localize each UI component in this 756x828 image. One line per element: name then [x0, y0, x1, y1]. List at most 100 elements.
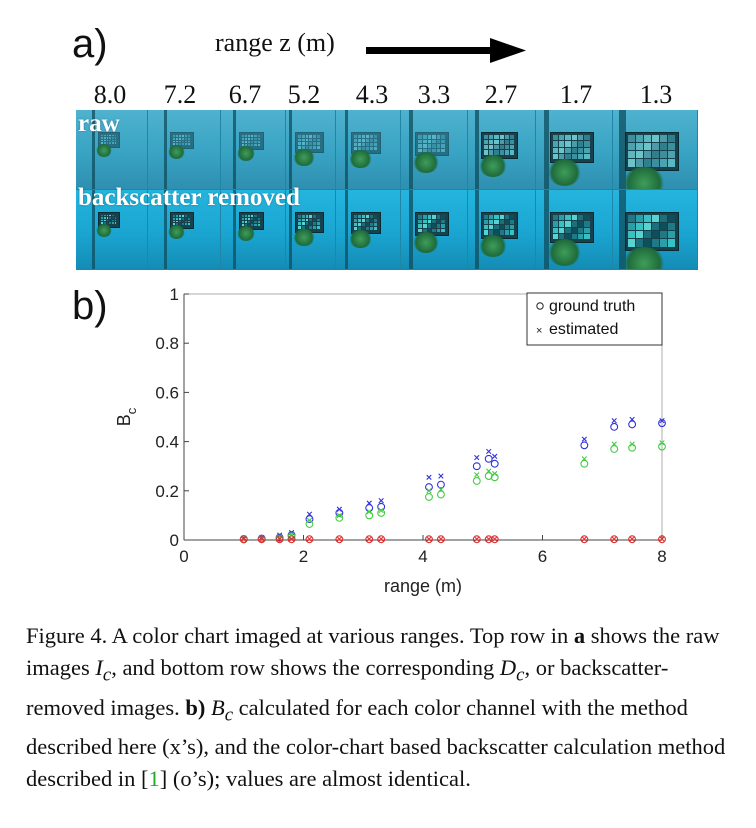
ground-truth-point — [305, 535, 314, 544]
estimated-point — [474, 472, 480, 478]
x-axis-label: range (m) — [384, 576, 462, 596]
ground-truth-point — [335, 535, 344, 544]
estimated-point — [474, 454, 480, 461]
raw-image-frame — [401, 110, 467, 189]
ground-truth-point — [425, 493, 433, 501]
estimated-point — [306, 511, 313, 517]
estimated-point — [486, 448, 492, 455]
ground-truth-point — [472, 477, 481, 485]
ground-truth-point — [365, 511, 374, 520]
estimated-point — [581, 436, 588, 442]
legend-label-ground-truth: ground truth — [549, 298, 635, 315]
estimated-point — [378, 536, 384, 542]
caption-bold-a: a — [573, 623, 586, 648]
caption-text: calculated for each color channel with t… — [26, 694, 726, 792]
ground-truth-point — [610, 535, 619, 544]
y-tick-label: 0.4 — [155, 433, 179, 452]
raw-image-frame — [286, 110, 335, 189]
caption-text: ] (o’s); values are almost identical. — [159, 766, 471, 791]
citation-link[interactable]: 1 — [148, 766, 160, 791]
estimated-point — [486, 468, 492, 474]
caption-math-sub: c — [102, 664, 112, 686]
ground-truth-point — [658, 419, 666, 428]
estimated-point — [276, 536, 283, 542]
raw-image-frame — [468, 110, 535, 189]
ground-truth-point — [580, 441, 589, 450]
backscatter-removed-image-frame — [613, 190, 697, 269]
backscatter-removed-image-frame — [148, 190, 220, 269]
caption-math-sub: c — [224, 704, 234, 725]
ground-truth-point — [610, 422, 619, 431]
estimated-point — [438, 486, 444, 493]
range-value: 5.2 — [287, 80, 321, 109]
backscatter-removed-image-frame — [468, 190, 535, 269]
estimated-point — [336, 536, 343, 542]
ground-truth-point — [628, 535, 637, 544]
estimated-point — [258, 536, 265, 542]
estimated-point — [306, 536, 313, 542]
raw-image-frame — [336, 110, 400, 189]
ground-truth-point — [365, 504, 374, 512]
caption-math-i: I — [95, 655, 103, 680]
y-tick-label: 0.6 — [155, 383, 179, 402]
estimated-point — [611, 441, 617, 447]
y-tick-label: 0.2 — [155, 482, 179, 501]
estimated-point — [486, 536, 492, 542]
backscatter-removed-image-frame — [536, 190, 612, 269]
image-strip: raw backscatter removed — [76, 110, 698, 270]
ground-truth-point — [436, 480, 445, 489]
estimated-point — [474, 536, 480, 542]
estimated-point — [659, 536, 665, 542]
raw-image-frame — [76, 110, 147, 189]
x-tick-label: 8 — [657, 547, 666, 566]
estimated-point — [492, 536, 498, 542]
estimated-point — [378, 497, 384, 504]
estimated-point — [336, 506, 343, 512]
panel-a-label: a) — [72, 22, 108, 66]
caption-text: Figure 4. A color chart imaged at variou… — [26, 623, 574, 648]
estimated-point — [629, 416, 635, 423]
estimated-point — [438, 536, 444, 542]
ground-truth-point — [628, 443, 637, 452]
ground-truth-point — [377, 535, 386, 544]
x-tick-label: 4 — [418, 547, 427, 566]
ground-truth-point — [490, 535, 499, 544]
backscatter-removed-image-frame — [401, 190, 467, 269]
estimated-point — [366, 500, 372, 506]
estimated-point — [581, 536, 588, 542]
estimated-point — [659, 440, 665, 446]
range-value: 8.0 — [93, 80, 127, 109]
estimated-point — [336, 512, 343, 519]
backscatter-removed-image-frame — [286, 190, 335, 269]
range-value: 7.2 — [163, 80, 197, 109]
legend-marker-ground-truth — [536, 302, 544, 310]
estimated-point — [306, 517, 313, 524]
ground-truth-point — [287, 535, 296, 544]
raw-image-frame — [221, 110, 285, 189]
caption-math-d: D — [499, 655, 517, 680]
ground-truth-point — [275, 535, 284, 544]
range-values: 8.0 7.2 6.7 5.2 4.3 3.3 2.7 1.7 1.3 — [76, 80, 704, 112]
estimated-point — [629, 536, 635, 542]
legend-marker-estimated: × — [536, 325, 542, 337]
range-value: 3.3 — [417, 80, 451, 109]
ground-truth-point — [610, 445, 619, 453]
ground-truth-point — [580, 459, 589, 468]
legend-label-estimated: estimated — [549, 321, 618, 338]
row-label-backscatter-removed: backscatter removed — [78, 184, 300, 211]
estimated-point — [581, 456, 588, 462]
ground-truth-point — [257, 535, 266, 544]
range-value: 6.7 — [228, 80, 262, 109]
caption-bold-b: b) — [185, 694, 206, 720]
ground-truth-point — [628, 420, 637, 429]
y-tick-label: 0.8 — [155, 334, 179, 353]
estimated-point — [241, 536, 247, 542]
range-value: 4.3 — [355, 80, 389, 109]
caption-text: shows the raw images — [26, 623, 720, 680]
estimated-point — [611, 418, 617, 424]
range-value: 2.7 — [484, 80, 518, 109]
estimated-point — [492, 453, 498, 460]
backscatter-removed-image-frame — [76, 190, 147, 269]
raw-image-frame — [613, 110, 697, 189]
ground-truth-point — [377, 508, 386, 517]
